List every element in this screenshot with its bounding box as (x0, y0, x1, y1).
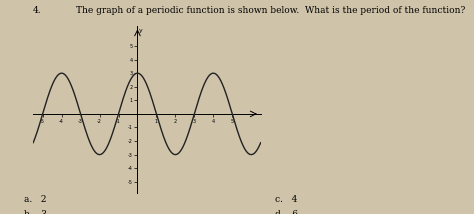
Text: b.   3: b. 3 (24, 210, 46, 214)
Text: The graph of a periodic function is shown below.  What is the period of the func: The graph of a periodic function is show… (76, 6, 465, 15)
Text: a.   2: a. 2 (24, 195, 46, 204)
Text: d.   6: d. 6 (275, 210, 298, 214)
Text: y: y (138, 28, 142, 33)
Text: c.   4: c. 4 (275, 195, 297, 204)
Text: 4.: 4. (33, 6, 42, 15)
